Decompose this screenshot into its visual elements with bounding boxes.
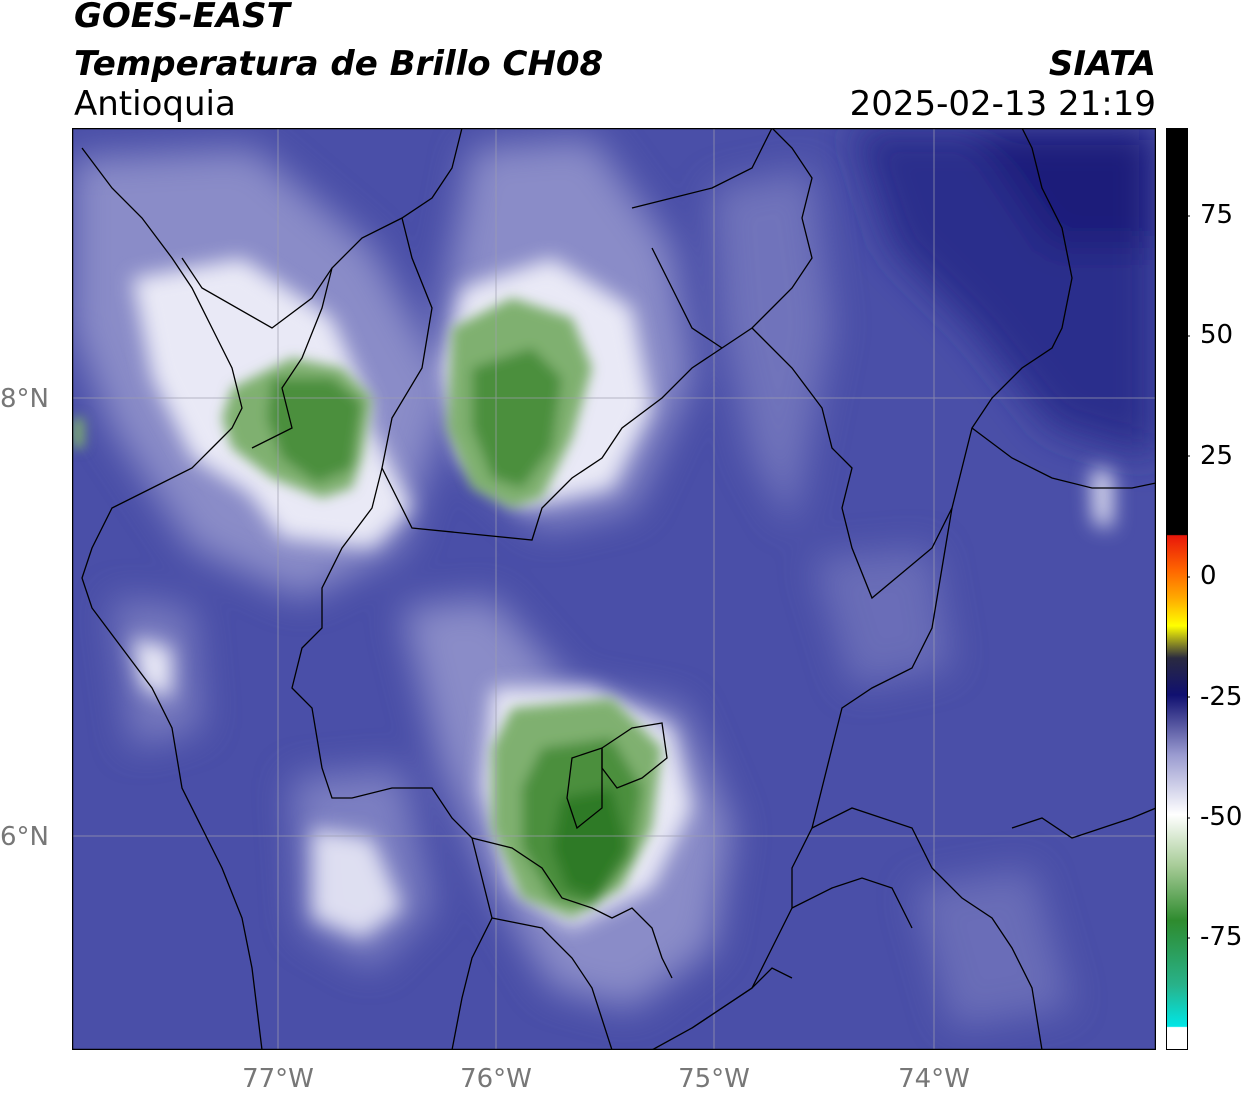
colorbar	[1166, 128, 1190, 1050]
title-satellite: GOES-EAST	[74, 0, 290, 36]
satellite-map[interactable]	[72, 128, 1156, 1050]
colorbar-gradient	[1166, 128, 1188, 1050]
map-frame	[72, 128, 1156, 1050]
colorbar-ticks	[1188, 215, 1190, 939]
lat-label-6n: 6°N	[0, 822, 49, 852]
title-product: Temperatura de Brillo CH08	[74, 44, 604, 84]
region-label: Antioquia	[74, 84, 236, 124]
datetime-label: 2025-02-13 21:19	[849, 84, 1156, 124]
colorbar-label-minus25: -25	[1200, 682, 1243, 712]
colorbar-label-0: 0	[1200, 561, 1217, 591]
colorbar-label-75: 75	[1200, 200, 1234, 230]
colorbar-label-50: 50	[1200, 320, 1234, 350]
colorbar-label-minus75: -75	[1200, 922, 1243, 952]
organization-label: SIATA	[1048, 44, 1156, 84]
lon-label-76w: 76°W	[460, 1064, 532, 1094]
lon-label-77w: 77°W	[242, 1064, 314, 1094]
lat-label-8n: 8°N	[0, 384, 49, 414]
lon-label-75w: 75°W	[678, 1064, 750, 1094]
map-gridlines	[72, 128, 1156, 1050]
colorbar-label-minus50: -50	[1200, 802, 1243, 832]
colorbar-label-25: 25	[1200, 441, 1234, 471]
dark-cloud-free-region	[852, 128, 1156, 458]
lon-label-74w: 74°W	[898, 1064, 970, 1094]
boundaries	[81, 128, 1156, 1050]
